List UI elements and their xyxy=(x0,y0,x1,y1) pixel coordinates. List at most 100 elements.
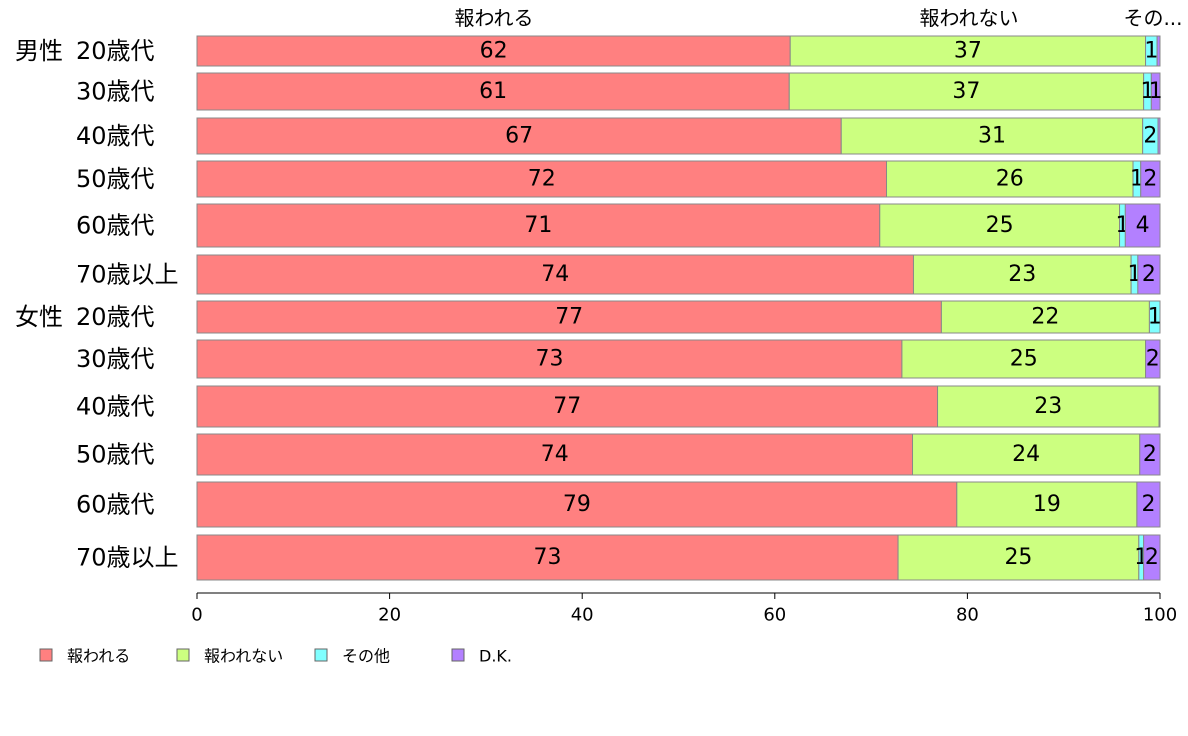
row-label: 70歳以上 xyxy=(76,544,179,572)
bar-segment xyxy=(840,117,1144,155)
data-label: 31 xyxy=(978,124,1006,149)
bar-segment xyxy=(1148,300,1161,334)
legend-swatch xyxy=(314,648,328,662)
legend-label: 報われない xyxy=(204,647,283,666)
row-label: 50歳代 xyxy=(76,165,155,193)
data-label: 2 xyxy=(1142,262,1156,287)
bar-segment xyxy=(912,254,1132,295)
bar-segment xyxy=(196,339,903,379)
legend-label: 報われる xyxy=(67,647,130,666)
data-label: 79 xyxy=(563,492,591,517)
data-label: 61 xyxy=(479,79,507,104)
legend-label: D.K. xyxy=(479,647,512,666)
row-label: 40歳代 xyxy=(76,393,155,421)
bar-segment xyxy=(1157,117,1161,155)
data-label: 25 xyxy=(986,213,1014,238)
data-label: 72 xyxy=(528,167,556,192)
data-label: 25 xyxy=(1004,545,1032,570)
data-label: 1 xyxy=(1149,79,1163,104)
data-label: 23 xyxy=(1034,394,1062,419)
bar-segment xyxy=(1140,160,1161,198)
bar-segment xyxy=(1145,339,1161,379)
data-label: 73 xyxy=(534,545,562,570)
data-label: 77 xyxy=(555,305,583,330)
row-label: 60歳代 xyxy=(76,491,155,519)
data-label: 23 xyxy=(1008,262,1036,287)
x-tick-label: 60 xyxy=(763,605,786,626)
bar-segment xyxy=(956,481,1138,528)
legend-label: その他 xyxy=(342,647,390,666)
data-label: 25 xyxy=(1010,347,1038,372)
bar-segment xyxy=(1136,481,1161,528)
data-label: 1 xyxy=(1144,39,1158,64)
row-label: 40歳代 xyxy=(76,122,155,150)
x-tick-label: 20 xyxy=(378,605,401,626)
data-label: 67 xyxy=(505,124,533,149)
bar-segment xyxy=(196,117,842,155)
bar-segment xyxy=(196,160,888,198)
bar-segment xyxy=(196,534,899,581)
bar-segment xyxy=(912,433,1141,476)
bar-segment xyxy=(1158,385,1161,428)
data-label: 2 xyxy=(1143,167,1157,192)
column-header: 報われる xyxy=(455,6,534,30)
row-label: 30歳代 xyxy=(76,78,155,106)
data-label: 74 xyxy=(541,262,569,287)
group-label: 男性 xyxy=(15,37,63,65)
data-label: 37 xyxy=(954,39,982,64)
data-label: 26 xyxy=(996,167,1024,192)
x-tick-label: 100 xyxy=(1143,605,1177,626)
data-label: 74 xyxy=(541,442,569,467)
bar-segment xyxy=(196,481,958,528)
data-label: 2 xyxy=(1143,124,1157,149)
x-tick-label: 40 xyxy=(571,605,594,626)
column-header: その... xyxy=(1123,6,1182,30)
bar-segment xyxy=(1156,35,1161,67)
data-label: 22 xyxy=(1031,305,1059,330)
bar-segment xyxy=(1143,534,1161,581)
row-label: 20歳代 xyxy=(76,37,155,65)
bar-segment xyxy=(196,203,881,248)
bar-segment xyxy=(901,339,1147,379)
bar-segment xyxy=(897,534,1140,581)
data-label: 1 xyxy=(1148,305,1162,330)
bar-segment xyxy=(940,300,1150,334)
data-label: 37 xyxy=(952,79,980,104)
x-tick-label: 0 xyxy=(191,605,202,626)
bar-segment xyxy=(196,35,791,67)
bar-segment xyxy=(196,433,914,476)
data-label: 2 xyxy=(1143,442,1157,467)
x-tick-label: 80 xyxy=(956,605,979,626)
group-label: 女性 xyxy=(15,303,63,331)
data-label: 71 xyxy=(524,213,552,238)
data-label: 73 xyxy=(535,347,563,372)
row-label: 50歳代 xyxy=(76,441,155,469)
bar-segment xyxy=(196,300,942,334)
row-label: 70歳以上 xyxy=(76,261,179,289)
bar-segment xyxy=(1139,433,1161,476)
bar-segment xyxy=(886,160,1134,198)
legend-swatch xyxy=(176,648,190,662)
data-label: 24 xyxy=(1012,442,1040,467)
data-label: 2 xyxy=(1141,492,1155,517)
column-header: 報われない xyxy=(920,6,1019,30)
bar-segment xyxy=(196,385,939,428)
row-label: 60歳代 xyxy=(76,212,155,240)
data-label: 62 xyxy=(480,39,508,64)
data-label: 4 xyxy=(1136,213,1150,238)
data-label: 2 xyxy=(1146,347,1160,372)
data-label: 2 xyxy=(1145,545,1159,570)
row-label: 20歳代 xyxy=(76,303,155,331)
bar-segment xyxy=(789,35,1147,67)
bar-segment xyxy=(1150,72,1161,111)
data-label: 77 xyxy=(553,394,581,419)
bar-segment xyxy=(1124,203,1161,248)
bar-segment xyxy=(196,254,914,295)
bar-segment xyxy=(1137,254,1161,295)
legend-swatch xyxy=(39,648,53,662)
data-label: 19 xyxy=(1033,492,1061,517)
bar-segment xyxy=(879,203,1121,248)
row-label: 30歳代 xyxy=(76,345,155,373)
